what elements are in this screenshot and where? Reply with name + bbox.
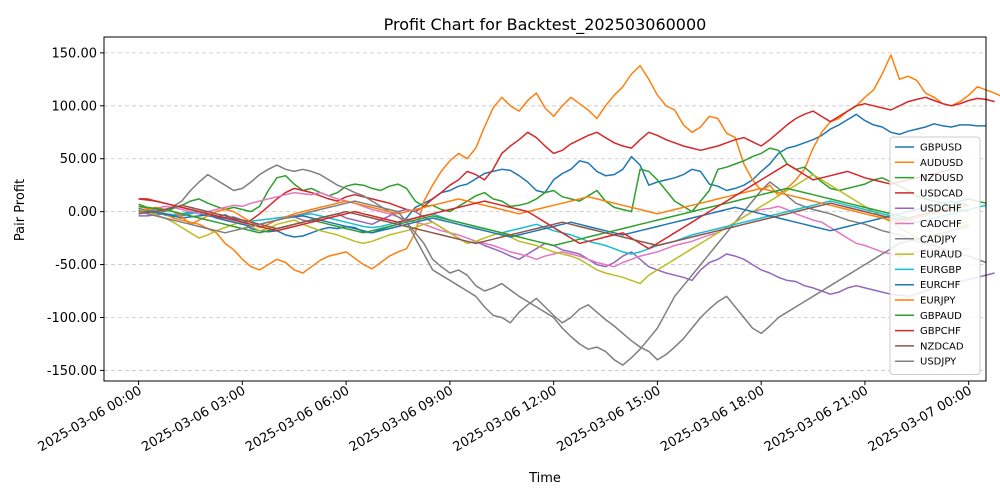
series-line-audusd (138, 54, 1000, 274)
series-lines (138, 54, 1000, 366)
legend-label: AUDUSD (920, 158, 964, 169)
legend-label: EURCHF (920, 280, 961, 291)
chart-title: Profit Chart for Backtest_202503060000 (384, 15, 707, 35)
legend-label: CADJPY (920, 234, 957, 245)
legend-label: EURJPY (920, 296, 956, 307)
legend-label: USDJPY (920, 357, 957, 368)
series-line-nzdcad (138, 202, 969, 247)
legend-label: EURGBP (920, 265, 961, 276)
y-tick-label: -150.00 (47, 364, 97, 379)
legend-label: CADCHF (920, 219, 962, 230)
legend-label: GBPUSD (920, 143, 962, 154)
series-line-cadjpy (138, 164, 987, 366)
y-axis-ticks: -150.00 -100.00 -50.00 0.00 50.00 100.00 150.0… (47, 46, 104, 379)
legend-label: USDCAD (920, 188, 963, 199)
series-line-usdjpy (138, 200, 969, 361)
legend-label: USDCHF (920, 204, 962, 215)
legend-label: GBPCHF (920, 326, 961, 337)
y-tick-label: -50.00 (55, 258, 97, 273)
x-axis-title: Time (528, 471, 561, 486)
y-tick-label: 0.00 (68, 205, 97, 220)
series-line-euraud (138, 173, 969, 285)
y-axis-title: Pair Profit (13, 179, 28, 241)
plot-frame (103, 36, 987, 382)
series-line-gbpusd (138, 113, 986, 238)
legend-label: NZDCAD (920, 341, 964, 352)
series-line-gbpchf (138, 163, 952, 250)
legend-label: GBPAUD (920, 311, 962, 322)
y-tick-label: 50.00 (60, 152, 97, 167)
y-tick-label: 100.00 (52, 99, 98, 114)
legend-label: EURAUD (920, 250, 962, 261)
y-tick-label: 150.00 (52, 46, 98, 61)
legend-label: NZDUSD (920, 173, 964, 184)
series-line-nzdusd (138, 147, 987, 213)
legend: GBPUSD AUDUSD NZDUSD USDCAD USDCHF CADCHF CADJ… (889, 136, 981, 375)
series-line-cadchf (138, 191, 969, 268)
y-tick-label: -100.00 (47, 311, 97, 326)
